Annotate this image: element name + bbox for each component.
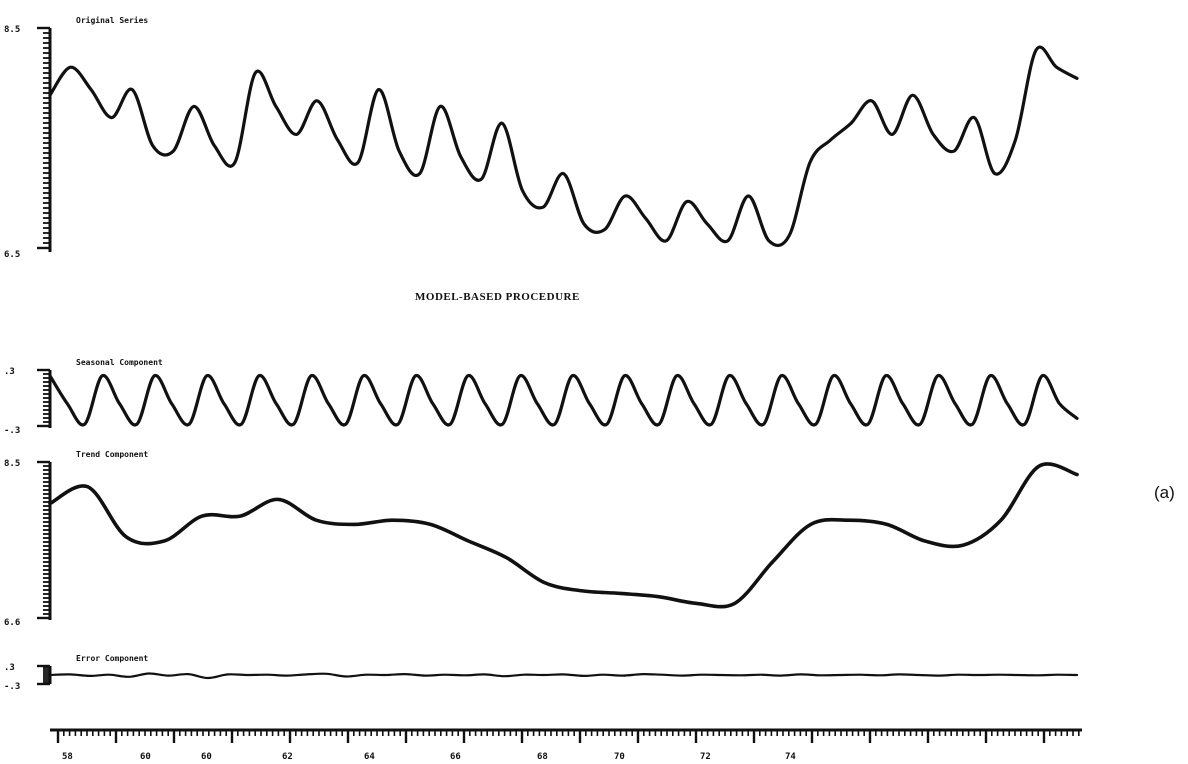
- panel-title: Error Component: [76, 654, 148, 663]
- x-tick-label: 64: [364, 752, 375, 762]
- panel-4: Error Component .3 -.3: [4, 654, 1079, 692]
- x-tick-label: 62: [282, 752, 293, 762]
- series-line-1: [48, 374, 1079, 427]
- y-tick-label: -.3: [4, 426, 20, 436]
- panel-2: Seasonal Component .3 -.3: [4, 358, 1079, 436]
- x-tick-label: 58: [62, 752, 73, 762]
- y-tick-label: 8.5: [4, 25, 20, 35]
- panel-title: Trend Component: [76, 450, 148, 459]
- y-tick-label: .3: [4, 663, 15, 673]
- panel-title: Original Series: [76, 15, 148, 25]
- main-title: MODEL-BASED PROCEDURE: [415, 291, 580, 303]
- panels: Original Series 8.5 6.5 Seasonal Component.…: [4, 15, 1079, 692]
- x-tick-label: 72: [700, 752, 711, 762]
- y-tick-label: 6.5: [4, 250, 20, 260]
- panel-1: Original Series 8.5 6.5: [4, 15, 1079, 260]
- x-tick-label: 60: [140, 752, 151, 762]
- x-tick-label: 70: [614, 752, 625, 762]
- series-line-1: [48, 672, 1079, 680]
- y-tick-label: .3: [4, 367, 15, 377]
- x-tick-label: 74: [785, 752, 796, 762]
- y-tick-label: 6.6: [4, 618, 20, 628]
- y-tick-label: 8.5: [4, 459, 20, 469]
- y-tick-label: -.3: [4, 682, 20, 692]
- x-tick-label: 68: [537, 752, 548, 762]
- x-tick-label: 60: [201, 752, 212, 762]
- panel-title: Seasonal Component: [76, 358, 163, 367]
- series-line-1: [48, 462, 1079, 609]
- panel-label: (a): [1154, 483, 1175, 502]
- x-axis: 58 60 60 62 64 66 68 70 72 74: [50, 728, 1082, 762]
- x-tick-label: 66: [450, 752, 461, 762]
- series-line-1: [48, 45, 1079, 247]
- panel-3: Trend Component 8.5 6.6: [4, 450, 1079, 628]
